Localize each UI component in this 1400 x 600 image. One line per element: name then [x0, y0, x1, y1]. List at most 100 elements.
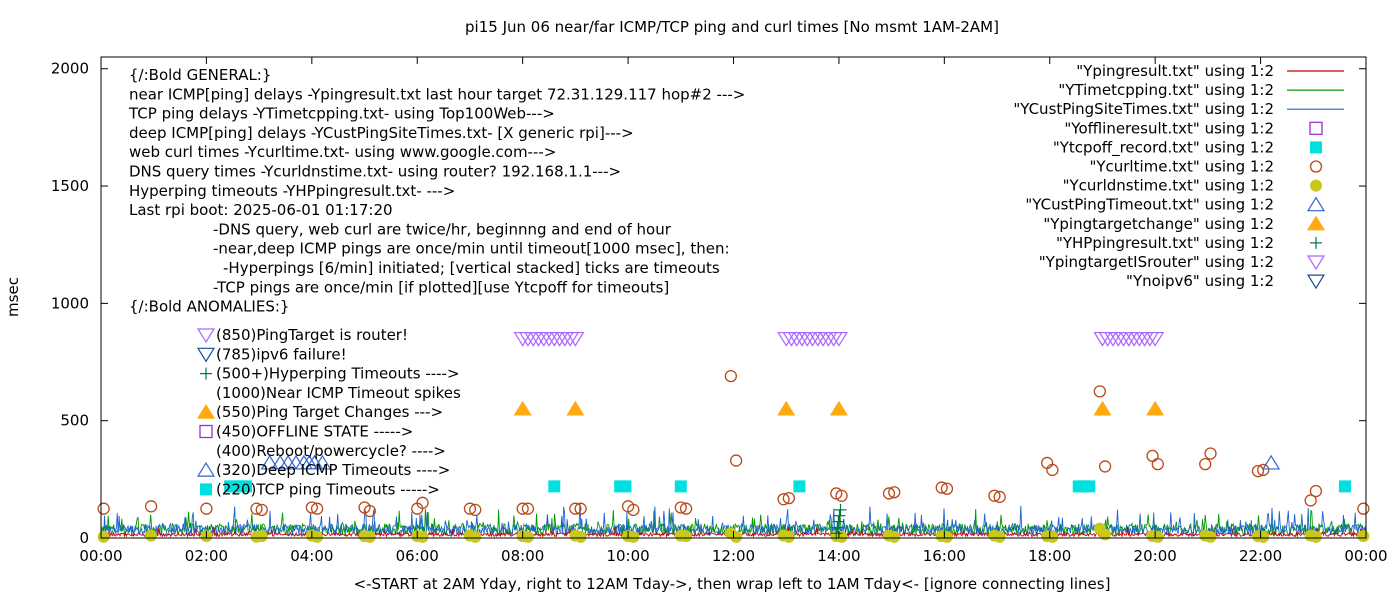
anomaly-marker [199, 424, 213, 439]
data-point-square-filled [548, 480, 561, 493]
data-point-circle-filled [993, 530, 1006, 543]
data-point-square-filled [1083, 480, 1096, 493]
data-point-triangle-down-open [777, 331, 796, 347]
legend-swatch [1306, 196, 1326, 212]
data-point-triangle-up-open [313, 454, 332, 470]
data-point-square-filled [239, 480, 252, 493]
data-point-circle-filled [730, 530, 743, 543]
data-point-circle-open [888, 486, 901, 499]
data-point-triangle-up-filled [566, 400, 585, 416]
anomaly-marker [200, 483, 212, 496]
data-point-triangle-up-open [260, 454, 279, 470]
data-point-triangle-down-open [1135, 331, 1154, 347]
info-line: DNS query times -Ycurldnstime.txt- using… [129, 163, 621, 181]
data-point-triangle-up-filled [777, 400, 796, 416]
anomaly-line: (450)OFFLINE STATE -----> [216, 423, 413, 441]
data-point-triangle-down-open [782, 331, 801, 347]
data-point-circle-open [363, 504, 376, 518]
legend-label: "YpingtargetISrouter" using 1:2 [1039, 253, 1274, 271]
chart-axes: 00:00 02:00 04:00 06:00 08:00 10:00 12:00 14:00… [51, 57, 1388, 565]
data-point-circle-filled [782, 530, 795, 543]
legend-label: "Ynoipv6" using 1:2 [1126, 272, 1274, 290]
data-point-circle-filled [145, 529, 158, 542]
data-point-circle-filled [1151, 530, 1164, 543]
legend-swatch [1310, 236, 1322, 249]
data-point-triangle-down-open [814, 331, 833, 347]
x-axis-label: <-START at 2AM Yday, right to 12AM Tday-… [354, 575, 1111, 593]
data-point-circle-open [469, 503, 482, 516]
anomalies-legend: (850)PingTarget is router!(785)ipv6 fail… [196, 326, 461, 498]
data-point-circle-open [1098, 460, 1112, 473]
legend-label: "Ycurldnstime.txt" using 1:2 [1063, 177, 1274, 195]
data-point-triangle-down-open [1130, 331, 1149, 347]
info-line: TCP ping delays -YTimetcpping.txt- using… [128, 105, 555, 123]
info-line: deep ICMP[ping] delays -YCustPingSiteTim… [129, 124, 634, 142]
data-point-circle-open [97, 502, 110, 515]
data-point-circle-open [882, 487, 896, 500]
data-point-triangle-down-open [792, 331, 812, 347]
anomaly-line: (1000)Near ICMP Timeout spikes [216, 384, 461, 402]
data-point-circle-open [250, 502, 263, 515]
data-point-circle-filled [97, 530, 110, 543]
data-point-circle-filled [255, 530, 268, 543]
x-tick-label: 10:00 [606, 547, 649, 565]
data-point-circle-open [144, 500, 158, 513]
data-point-circle-open [674, 501, 687, 514]
data-point-circle-filled [1309, 530, 1322, 543]
data-point-circle-open [1040, 456, 1054, 470]
anomaly-marker [196, 328, 216, 344]
series-legend: "Ypingresult.txt" using 1:2"YTimetcpping… [1013, 62, 1344, 290]
data-point-circle-filled [1046, 530, 1059, 543]
legend-swatch [1310, 141, 1322, 154]
y-tick-label: 500 [60, 412, 89, 430]
data-point-circle-open [679, 502, 693, 515]
data-point-circle-open [463, 502, 477, 515]
data-point-triangle-up-filled [513, 400, 532, 416]
data-point-circle-filled [888, 530, 901, 543]
info-line: {/:Bold GENERAL:} [129, 66, 271, 84]
x-tick-label: 12:00 [712, 547, 755, 565]
x-tick-label: 02:00 [185, 547, 228, 565]
x-tick-label: 22:00 [1239, 547, 1282, 565]
legend-swatch [1309, 160, 1323, 173]
data-point-circle-open [1199, 457, 1212, 471]
data-point-circle-open [835, 489, 848, 502]
info-line: -TCP pings are once/min [if plotted][use… [213, 278, 669, 296]
data-point-triangle-down-open [1103, 331, 1123, 347]
data-point-triangle-down-open [1114, 331, 1133, 347]
data-point-triangle-down-open [561, 331, 580, 347]
data-point-triangle-down-open [534, 331, 553, 347]
x-tick-label: 04:00 [290, 547, 333, 565]
legend-swatch [1310, 179, 1322, 192]
data-point-circle-open [1046, 463, 1059, 477]
info-line: near ICMP[ping] delays -Ypingresult.txt … [129, 85, 745, 103]
data-point-triangle-down-open [1140, 331, 1159, 347]
data-point-square-filled [674, 480, 687, 493]
data-point-circle-open [1304, 494, 1317, 507]
data-point-plus [832, 515, 845, 528]
anomaly-line: (400)Reboot/powercycle? ----> [216, 442, 446, 460]
info-line: web curl times -Ycurltime.txt- using www… [129, 143, 556, 161]
data-point-circle-open [516, 502, 529, 515]
data-point-triangle-down-open [819, 331, 838, 347]
x-tick-label: 00:00 [1344, 547, 1387, 565]
info-line: Hyperping timeouts -YHPpingresult.txt- -… [129, 182, 455, 200]
legend-label: "Yofflineresult.txt" using 1:2 [1064, 119, 1274, 137]
data-point-circle-filled [1099, 528, 1112, 541]
data-point-circle-filled [363, 530, 376, 543]
data-point-circle-filled [940, 530, 953, 543]
data-point-triangle-down-open [1109, 331, 1128, 347]
info-line: {/:Bold ANOMALIES:} [129, 298, 289, 316]
anomaly-line: (550)Ping Target Changes ---> [216, 403, 443, 421]
info-line: -Hyperpings [6/min] initiated; [vertical… [223, 259, 720, 277]
legend-label: "Ypingtargetchange" using 1:2 [1043, 215, 1274, 233]
data-point-circle-open [777, 493, 790, 506]
legend-label: "YTimetcpping.txt" using 1:2 [1058, 81, 1274, 99]
y-tick-label: 2000 [51, 60, 89, 78]
data-point-circle-open [574, 502, 587, 515]
legend-swatch [1306, 274, 1326, 290]
data-point-triangle-down-open [566, 331, 585, 347]
data-point-triangle-down-open [545, 331, 564, 347]
legend-swatch [1306, 215, 1326, 231]
x-tick-label: 06:00 [396, 547, 439, 565]
